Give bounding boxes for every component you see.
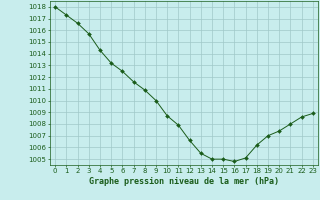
X-axis label: Graphe pression niveau de la mer (hPa): Graphe pression niveau de la mer (hPa) [89,177,279,186]
